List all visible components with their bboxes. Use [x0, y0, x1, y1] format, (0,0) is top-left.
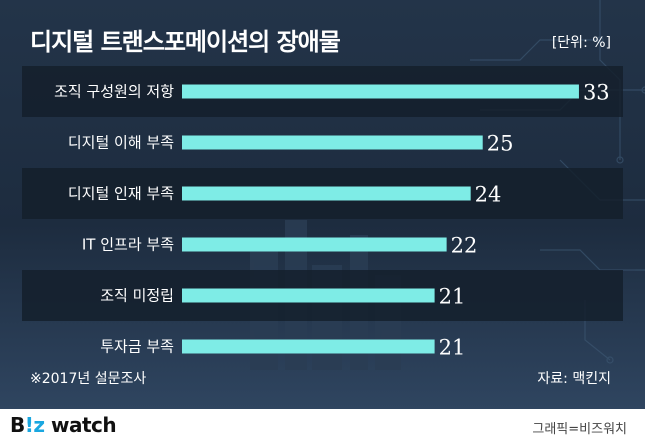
- bar-디지털-이해-부족: [182, 135, 483, 150]
- category-label: 디지털 이해 부족: [68, 134, 174, 152]
- unit-label: [단위: %]: [551, 35, 611, 51]
- value-label: 25: [487, 132, 514, 156]
- graphic-credit: 그래픽=비즈워치: [532, 422, 627, 437]
- value-label: 33: [583, 81, 610, 105]
- logo-text: watch: [44, 413, 117, 437]
- value-label: 21: [439, 336, 466, 360]
- value-label: 24: [475, 183, 502, 207]
- category-label: 디지털 인재 부족: [68, 185, 174, 203]
- bar-디지털-인재-부족: [182, 186, 471, 201]
- footer-bar: B!z watch 그래픽=비즈워치: [0, 409, 645, 442]
- bizwatch-logo: B!z watch: [10, 413, 117, 437]
- category-label: 투자금 부족: [100, 338, 174, 356]
- logo-b: B: [10, 413, 25, 437]
- category-label: 조직 미정립: [100, 287, 174, 305]
- bar-조직-미정립: [182, 288, 435, 303]
- value-label: 22: [451, 234, 478, 258]
- chart-title: 디지털 트랜스포메이션의 장애물: [30, 28, 341, 56]
- source-label: 자료: 맥킨지: [537, 371, 611, 387]
- category-label: IT 인프라 부족: [82, 236, 174, 254]
- bar-투자금-부족: [182, 339, 435, 354]
- value-label: 21: [439, 285, 466, 309]
- bar-조직-구성원의-저항: [182, 84, 579, 99]
- footnote: ※2017년 설문조사: [30, 371, 147, 387]
- category-label: 조직 구성원의 저항: [54, 83, 174, 101]
- bar-IT-인프라-부족: [182, 237, 447, 252]
- logo-mark: !z: [24, 413, 45, 437]
- bar-chart: 조직 구성원의 저항 33 디지털 이해 부족 25 디지털 인재 부족 24 IT 인프라…: [22, 66, 623, 360]
